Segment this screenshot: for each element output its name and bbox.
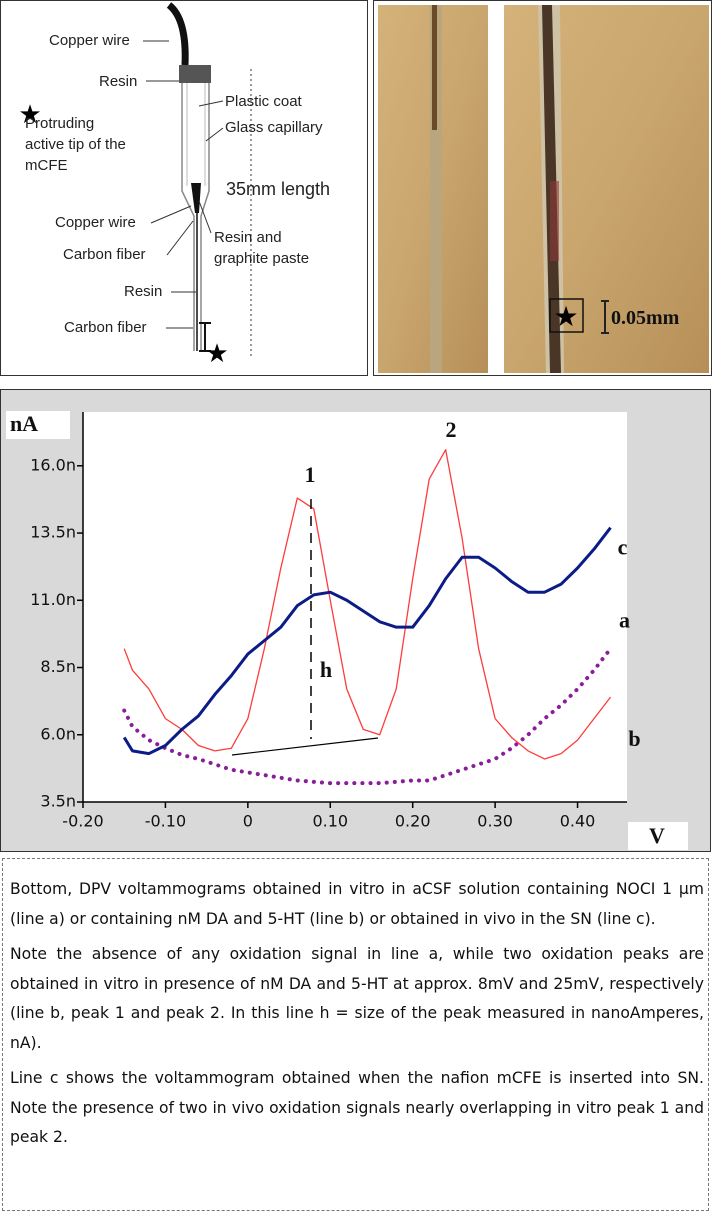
caption-paragraph: Note the absence of any oxidation signal… [10,945,704,1052]
label: Resin [99,73,138,90]
x-tick-label: 0.30 [477,812,513,831]
series-label: b [628,726,640,751]
star: ★ [18,100,41,130]
chart: nA V 3.5n 6.0n 8.5n 11.0n 13.5n 16.0n -0.20 -0.… [0,389,711,852]
caption: Bottom, DPV voltammograms obtained in vi… [2,858,709,1211]
capillary [181,83,210,351]
x-tick-label: -0.20 [62,812,103,831]
caption-paragraph: Line c shows the voltammogram obtained w… [10,1069,704,1146]
series-line [123,449,612,760]
y-tick-label: 6.0n [40,724,76,743]
y-tick-label: 16.0n [30,455,76,474]
rod-core [432,5,437,130]
label: 35mm length [226,179,331,199]
series-label: c [618,535,628,560]
label: Resin and graphite paste [214,229,310,267]
label: Copper wire [55,214,136,231]
photo-right [504,5,709,373]
diagram-drawing: ★ ★ [18,2,252,369]
x-tick-label: 0.20 [395,812,431,831]
annotation: h [320,657,332,682]
diagram-panel: ★ ★ Copper wire Resin Plastic coat Glass… [0,0,368,376]
baseline-marker [231,737,379,756]
paste [191,183,201,213]
caption-paragraph: Bottom, DPV voltammograms obtained in vi… [10,880,704,928]
photo-panel: ★ 0.05mm [373,0,712,376]
series-line [122,646,613,786]
wire [166,2,189,66]
label: Copper wire [49,32,130,49]
rod-color [550,181,559,261]
series-line [122,526,612,756]
resin-block [179,65,211,83]
star: ★ [205,339,228,369]
label: Protruding active tip of the mCFE [25,115,126,174]
leader-lines [143,40,224,329]
label: Glass capillary [225,119,323,136]
plastic-coat [186,83,206,186]
scale-label: 0.05mm [611,307,680,329]
annotation: 2 [446,417,457,442]
star: ★ [553,300,578,333]
star-box [549,298,584,333]
series-label: a [619,608,630,633]
y-tick-label: 3.5n [40,792,76,811]
plot: 3.5n 6.0n 8.5n 11.0n 13.5n 16.0n -0.20 -0.10 0 0.… [30,412,641,831]
y-tick-label: 13.5n [30,523,76,542]
tip-bracket [199,322,211,352]
label: Carbon fiber [63,246,146,263]
y-tick-label: 8.5n [40,657,76,676]
x-tick-label: 0.10 [312,812,348,831]
x-axis-label: V [649,823,665,848]
x-label-box [628,822,688,850]
x-tick-label: -0.10 [145,812,186,831]
annotation: 1 [305,462,316,487]
y-label-box [6,411,70,439]
label: Carbon fiber [64,319,147,336]
label: Plastic coat [225,93,302,110]
y-axis-label: nA [10,411,38,436]
photo: ★ [378,5,709,373]
scale-bar [601,300,609,334]
label: Resin [124,283,163,300]
y-tick-label: 11.0n [30,590,76,609]
x-tick-label: 0.40 [560,812,596,831]
x-tick-label: 0 [243,812,253,831]
